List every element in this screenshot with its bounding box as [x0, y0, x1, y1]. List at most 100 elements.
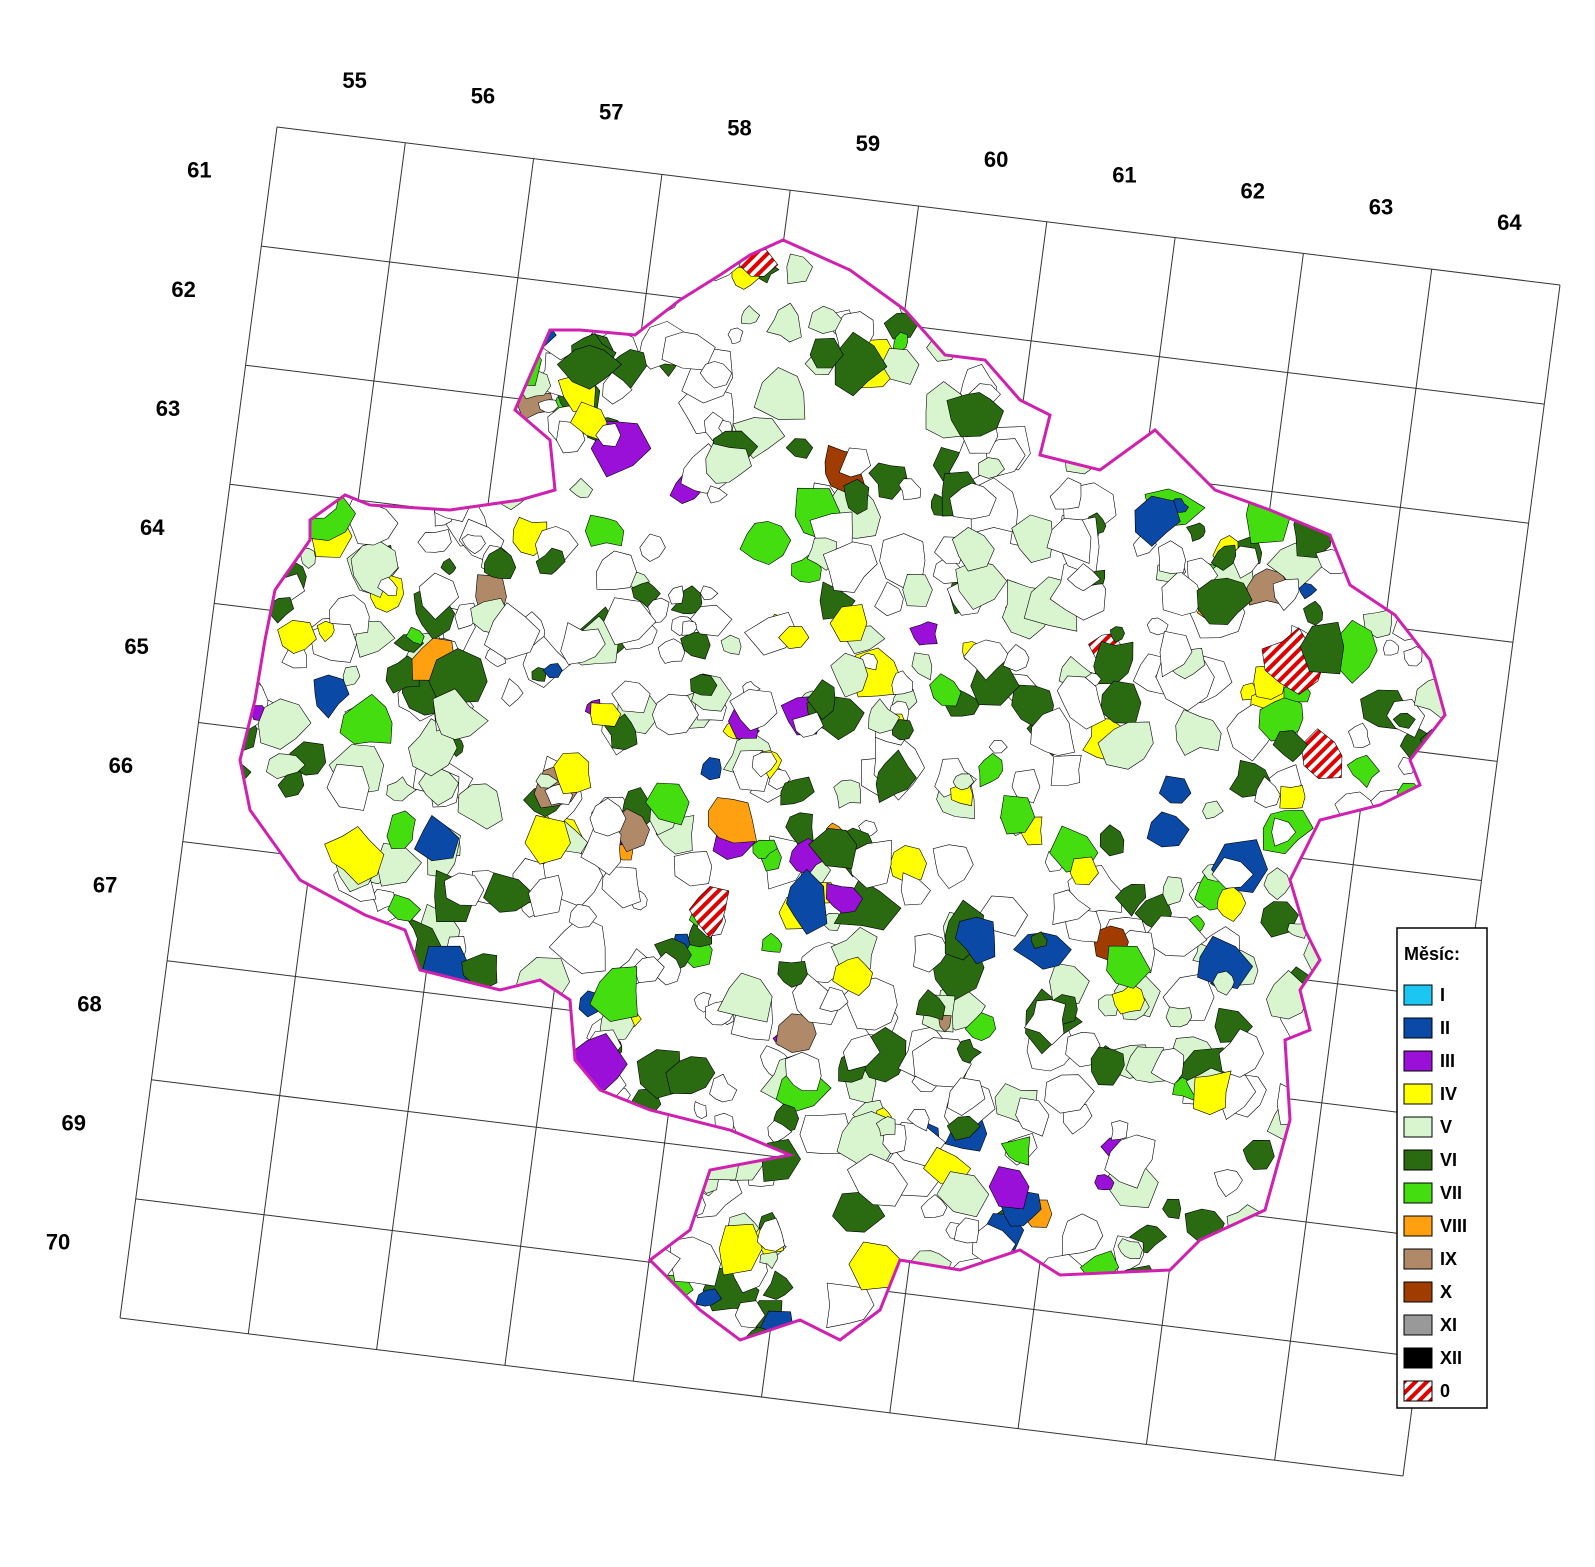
- district: [895, 280, 942, 317]
- district: [402, 1306, 438, 1338]
- district: [777, 960, 808, 988]
- district: [1382, 362, 1432, 420]
- legend-label: X: [1440, 1282, 1452, 1302]
- district: [531, 667, 547, 682]
- district: [1272, 578, 1300, 611]
- column-label: 59: [856, 131, 880, 156]
- district: [1343, 830, 1385, 879]
- district: [300, 928, 350, 966]
- district: [1071, 279, 1127, 333]
- district: [291, 1173, 318, 1197]
- district: [240, 395, 241, 409]
- district: [582, 1108, 621, 1146]
- legend-label: VI: [1440, 1150, 1457, 1170]
- district: [304, 1320, 333, 1340]
- district: [287, 1040, 344, 1097]
- district: [434, 1097, 477, 1144]
- district: [1210, 544, 1237, 571]
- district: [956, 1038, 982, 1064]
- district: [1291, 240, 1354, 288]
- district: [326, 763, 370, 811]
- district: [1411, 240, 1428, 253]
- district: [497, 273, 527, 309]
- district: [290, 1060, 327, 1106]
- district: [1259, 1226, 1280, 1250]
- district: [1403, 787, 1445, 833]
- district: [1175, 709, 1222, 756]
- district: [418, 572, 459, 620]
- district: [1104, 1134, 1156, 1189]
- district: [299, 1194, 319, 1209]
- row-label: 61: [187, 158, 211, 183]
- district: [1192, 1268, 1220, 1302]
- district: [586, 1097, 604, 1118]
- district: [599, 1171, 645, 1218]
- district: [975, 246, 1023, 296]
- district: [1319, 1135, 1340, 1157]
- district: [695, 1288, 723, 1307]
- district: [291, 429, 322, 456]
- district: [299, 547, 316, 569]
- legend-label: I: [1440, 985, 1445, 1005]
- district: [1369, 1212, 1385, 1228]
- district: [1011, 769, 1041, 804]
- district: [483, 547, 517, 580]
- district: [1028, 253, 1079, 299]
- district: [1000, 1136, 1031, 1166]
- district: [1360, 1014, 1375, 1031]
- district: [929, 240, 982, 271]
- district: [1291, 263, 1313, 290]
- district: [1109, 626, 1125, 643]
- district: [315, 1245, 376, 1294]
- district: [352, 921, 378, 943]
- district: [589, 966, 638, 1022]
- district: [590, 702, 622, 727]
- district: [624, 1114, 653, 1139]
- district: [1402, 823, 1432, 853]
- district: [481, 1123, 500, 1146]
- district: [1425, 562, 1445, 601]
- district: [1167, 269, 1210, 314]
- region-outline: [238, 238, 1447, 1342]
- district: [453, 240, 498, 262]
- district: [784, 1051, 822, 1091]
- district: [283, 1047, 311, 1074]
- district: [1276, 1083, 1310, 1126]
- district: [349, 1246, 367, 1271]
- district: [739, 521, 792, 565]
- district: [1173, 1296, 1228, 1340]
- district: [1011, 514, 1054, 563]
- district: [348, 1055, 364, 1074]
- district: [336, 388, 357, 409]
- district: [753, 367, 806, 420]
- district: [269, 1272, 327, 1333]
- district: [407, 432, 447, 467]
- district: [834, 331, 888, 397]
- district: [1069, 376, 1107, 416]
- district: [847, 1153, 908, 1207]
- district: [1044, 1074, 1095, 1114]
- district: [321, 1135, 367, 1191]
- district: [1307, 412, 1340, 442]
- district: [593, 1178, 611, 1196]
- district: [875, 1116, 896, 1137]
- district: [528, 874, 563, 918]
- district: [404, 1295, 423, 1312]
- district: [1200, 311, 1220, 331]
- district: [1346, 1017, 1381, 1039]
- district: [892, 331, 908, 352]
- district: [622, 240, 642, 258]
- district: [1193, 1070, 1232, 1116]
- column-label: 61: [1112, 163, 1136, 188]
- district: [819, 986, 849, 1012]
- district: [501, 240, 528, 268]
- district: [310, 438, 341, 468]
- district: [1438, 848, 1445, 889]
- district: [1345, 1253, 1386, 1293]
- district: [490, 1001, 511, 1023]
- district: [484, 602, 541, 660]
- district: [1397, 249, 1429, 279]
- district: [1321, 1056, 1340, 1075]
- district: [431, 1314, 450, 1334]
